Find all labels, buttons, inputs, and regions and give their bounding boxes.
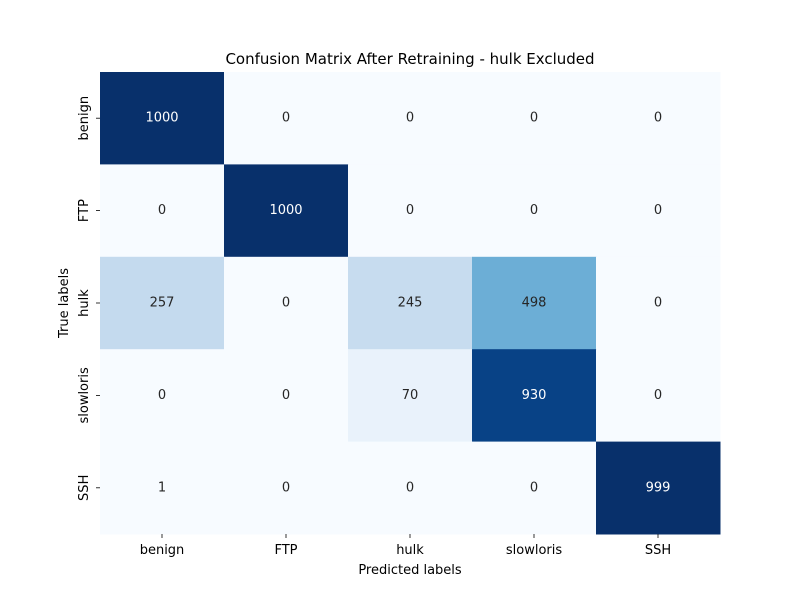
heatmap-cell <box>472 256 597 350</box>
heatmap-cell-value: 0 <box>282 296 290 311</box>
heatmap-cell-value: 1000 <box>145 111 178 126</box>
heatmap-cell <box>472 164 597 258</box>
heatmap-cell-value: 0 <box>406 111 414 126</box>
x-tick-label: hulk <box>396 543 424 558</box>
heatmap-cell-value: 0 <box>530 111 538 126</box>
heatmap-cell <box>224 441 349 535</box>
heatmap-cell <box>224 256 349 350</box>
heatmap-cell <box>100 164 225 258</box>
heatmap-cell <box>472 441 597 535</box>
heatmap-cell <box>348 441 473 535</box>
heatmap-cells <box>100 72 721 535</box>
heatmap-cell-value: 999 <box>646 480 671 495</box>
y-tick-label: benign <box>77 96 92 141</box>
y-tick-label: FTP <box>77 199 92 222</box>
y-tick-label: hulk <box>77 289 92 317</box>
heatmap-cell-value: 0 <box>158 388 166 403</box>
heatmap-cell <box>224 72 349 165</box>
y-axis-ticks: benign FTP hulk slowloris SSH <box>77 96 100 501</box>
heatmap-cell <box>348 349 473 443</box>
heatmap-cell-value: 0 <box>158 203 166 218</box>
heatmap-cell-value: 498 <box>522 296 547 311</box>
heatmap-cell-value: 0 <box>530 203 538 218</box>
heatmap-cell-value: 0 <box>282 480 290 495</box>
x-tick-label: slowloris <box>506 543 562 558</box>
heatmap-cell <box>472 72 597 165</box>
heatmap-cell <box>100 441 225 535</box>
x-axis-ticks: benign FTP hulk slowloris SSH <box>140 534 671 558</box>
y-tick-label: slowloris <box>77 367 92 423</box>
heatmap-cell-value: 245 <box>398 296 423 311</box>
x-axis-label: Predicted labels <box>358 563 462 578</box>
heatmap-cell <box>100 256 225 350</box>
chart-title: Confusion Matrix After Retraining - hulk… <box>225 50 594 68</box>
heatmap-cell <box>348 256 473 350</box>
heatmap-cell-value: 0 <box>654 296 662 311</box>
y-tick-label: SSH <box>77 475 92 501</box>
heatmap-cell <box>100 349 225 443</box>
heatmap-cell <box>596 164 721 258</box>
heatmap-cell-value: 0 <box>406 203 414 218</box>
x-tick-label: FTP <box>274 543 297 558</box>
heatmap-cell <box>224 164 349 258</box>
heatmap-cell-value: 0 <box>654 388 662 403</box>
heatmap-cell <box>596 441 721 535</box>
heatmap-cell-value: 0 <box>282 111 290 126</box>
heatmap-cell-value: 0 <box>530 480 538 495</box>
heatmap-cell-value: 0 <box>654 111 662 126</box>
heatmap-cell-value: 930 <box>522 388 547 403</box>
heatmap-cell <box>472 349 597 443</box>
x-tick-label: SSH <box>645 543 671 558</box>
heatmap-cell-value: 0 <box>282 388 290 403</box>
heatmap-cell-value: 257 <box>150 296 175 311</box>
heatmap-cell <box>596 72 721 165</box>
heatmap-cell-value: 0 <box>406 480 414 495</box>
heatmap-cell-value: 70 <box>402 388 419 403</box>
heatmap-cell <box>100 72 225 165</box>
heatmap-cell <box>596 256 721 350</box>
heatmap-cell <box>224 349 349 443</box>
heatmap-cell <box>596 349 721 443</box>
heatmap-cell-value: 0 <box>654 203 662 218</box>
heatmap-cell <box>348 72 473 165</box>
y-axis-label: True labels <box>57 268 72 339</box>
heatmap-cell <box>348 164 473 258</box>
heatmap-cell-value: 1 <box>158 480 166 495</box>
x-tick-label: benign <box>140 543 185 558</box>
heatmap-cell-value: 1000 <box>269 203 302 218</box>
